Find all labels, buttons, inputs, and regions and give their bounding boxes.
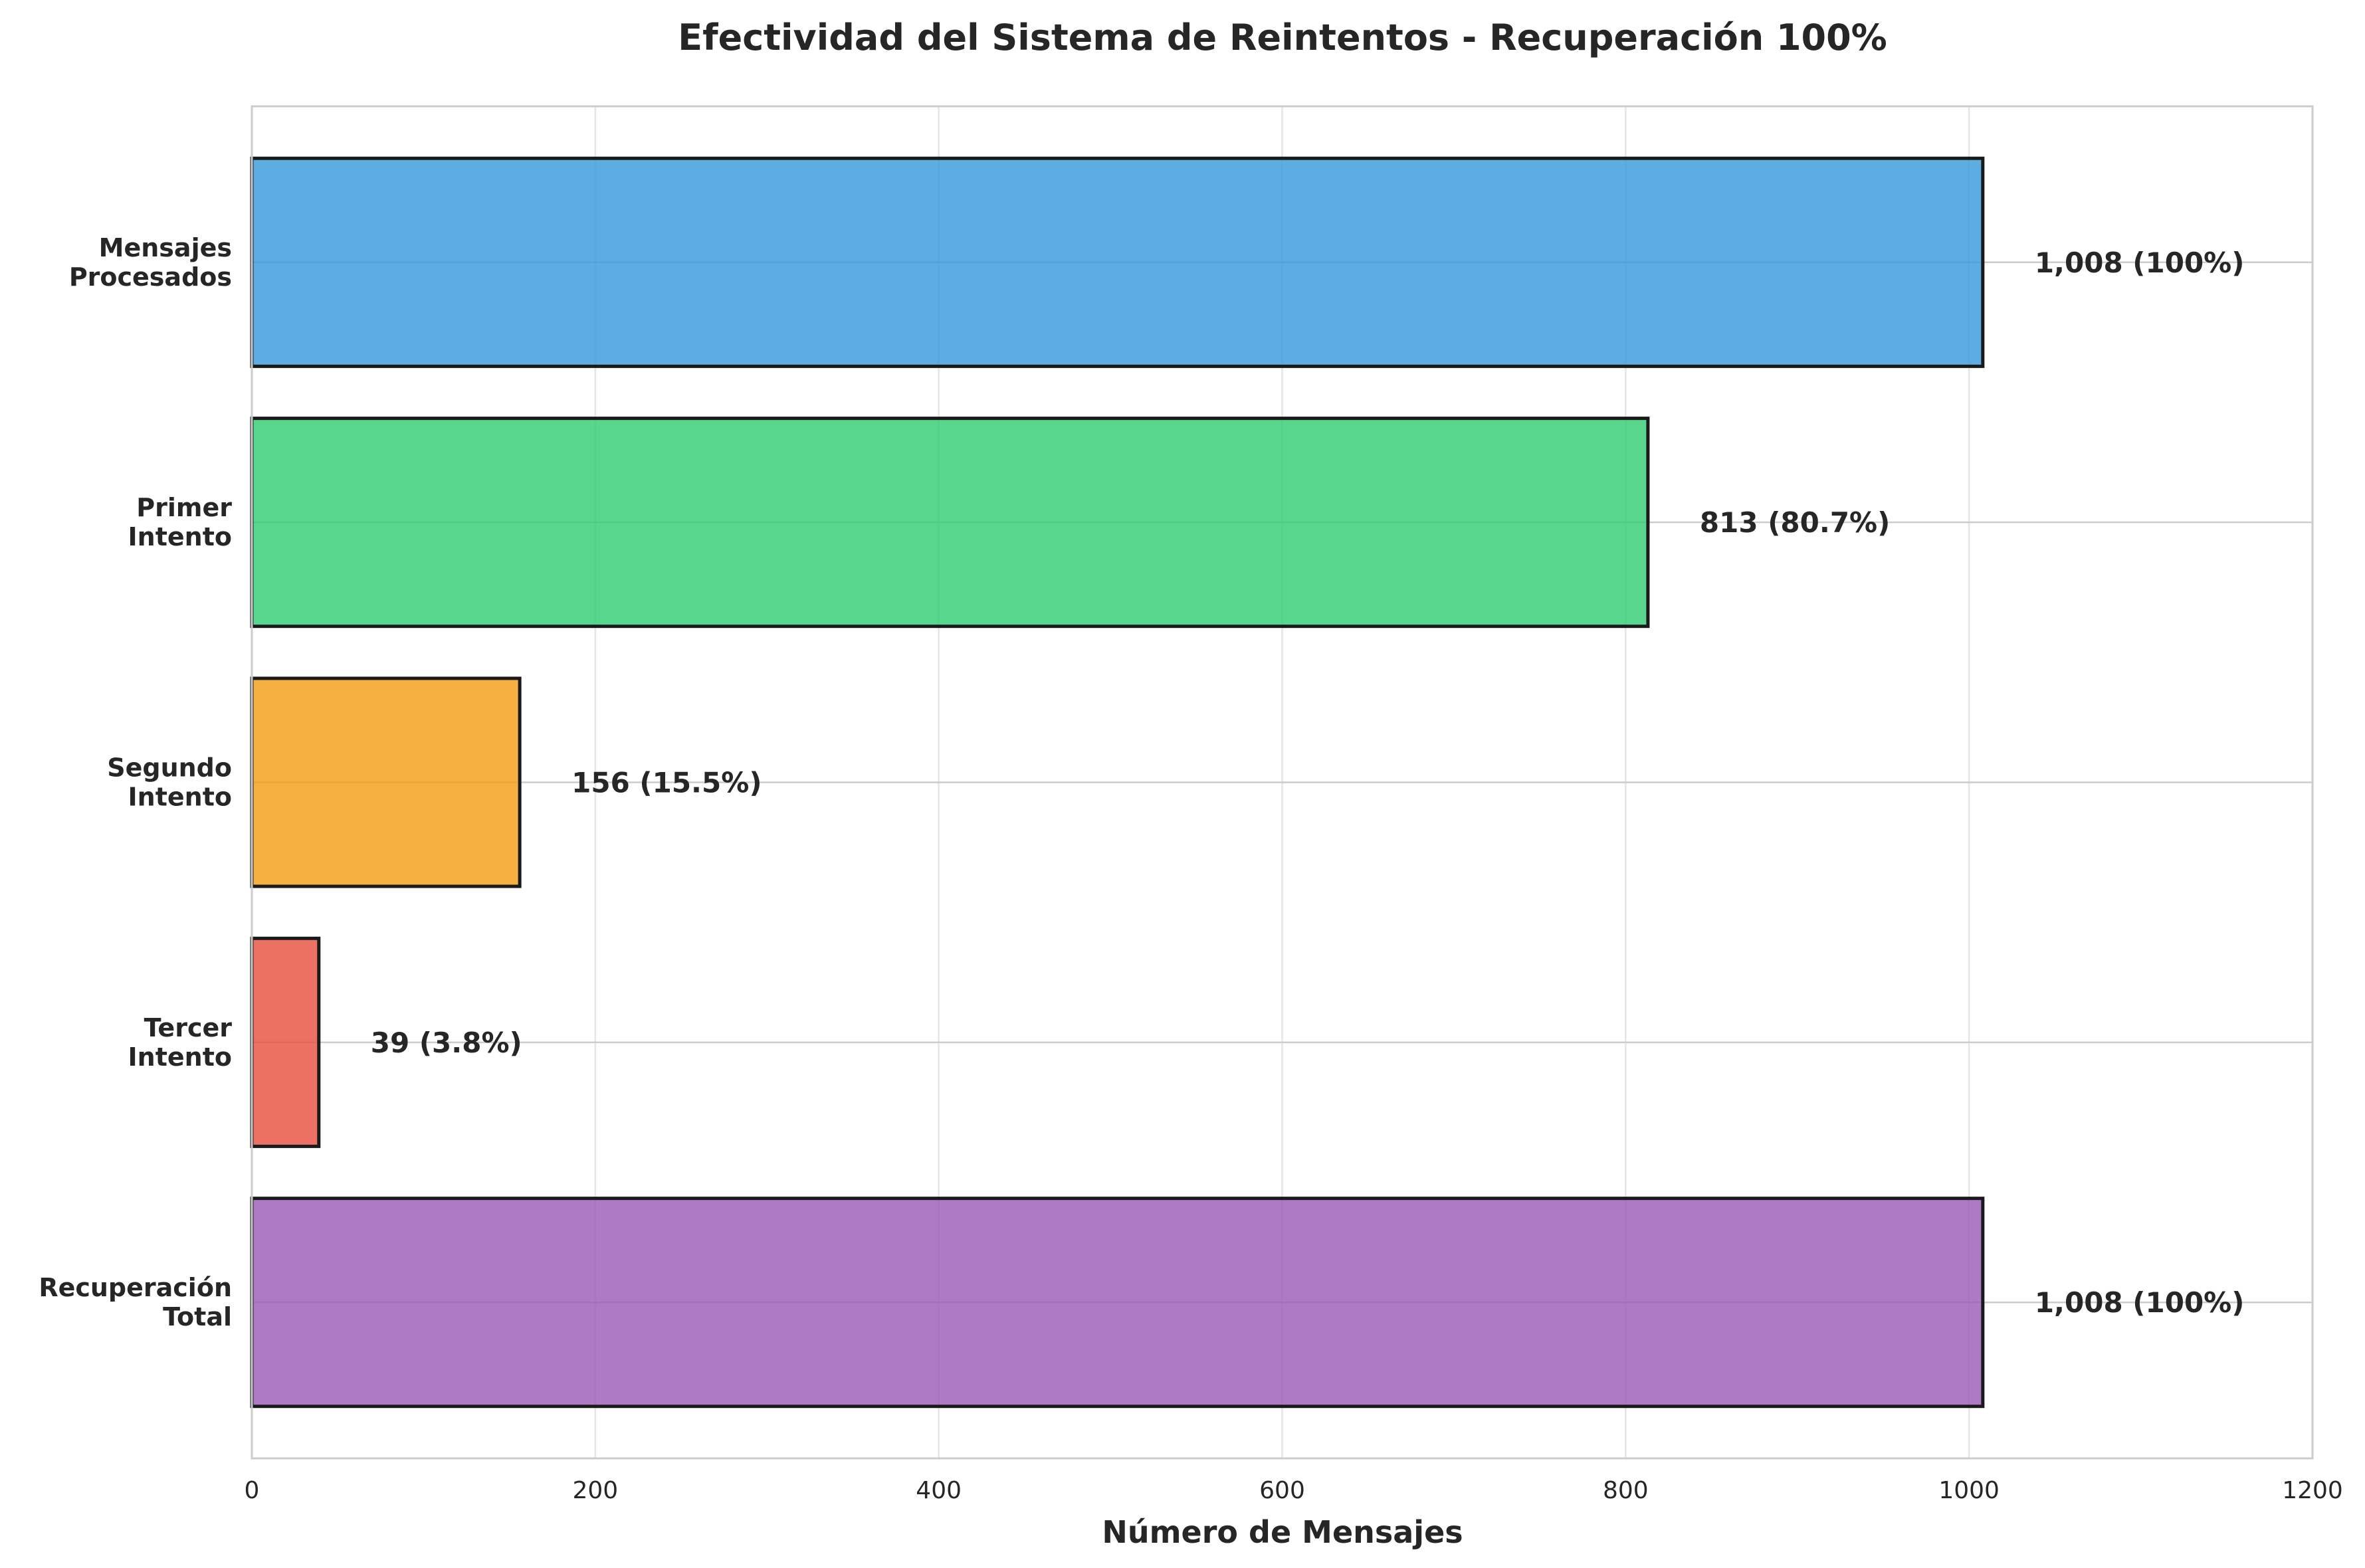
category-label-1-1: Intento <box>128 522 232 551</box>
x-tick-label-2: 400 <box>916 1477 962 1504</box>
x-tick-label-1: 200 <box>572 1477 618 1504</box>
x-axis-label: Número de Mensajes <box>1102 1514 1463 1550</box>
category-label-4-1: Total <box>163 1302 232 1331</box>
x-tick-label-4: 800 <box>1603 1477 1649 1504</box>
data-label-1: 813 (80.7%) <box>1700 506 1890 539</box>
category-label-3-1: Intento <box>128 1042 232 1072</box>
category-label-0-0: Mensajes <box>99 233 232 262</box>
x-tick-label-0: 0 <box>245 1477 260 1504</box>
chart-title: Efectividad del Sistema de Reintentos - … <box>678 17 1887 58</box>
data-label-3: 39 (3.8%) <box>371 1027 522 1059</box>
category-label-3-0: Tercer <box>144 1013 233 1042</box>
bar-4 <box>250 1197 1985 1409</box>
bars <box>250 156 1985 1409</box>
category-label-4-0: Recuperación <box>39 1273 232 1302</box>
y-axis-labels: MensajesProcesadosPrimerIntentoSegundoIn… <box>39 233 232 1331</box>
data-label-2: 156 (15.5%) <box>571 767 762 799</box>
category-label-1-0: Primer <box>136 493 232 522</box>
x-tick-label-5: 1000 <box>1938 1477 2000 1504</box>
category-label-2-0: Segundo <box>107 753 232 783</box>
data-label-4: 1,008 (100%) <box>2035 1286 2245 1319</box>
x-axis-ticks: 0 200 400 600 800 1000 1200 <box>245 1477 2343 1504</box>
data-label-0: 1,008 (100%) <box>2035 246 2245 279</box>
bar-0 <box>250 156 1985 368</box>
data-labels: 1,008 (100%) 813 (80.7%) 156 (15.5%) 39 (3.… <box>371 246 2245 1319</box>
x-tick-label-3: 600 <box>1259 1477 1305 1504</box>
category-label-0-1: Procesados <box>69 262 232 292</box>
bar-2 <box>250 676 522 888</box>
category-label-2-1: Intento <box>128 783 232 812</box>
bar-3 <box>250 936 321 1148</box>
x-tick-label-6: 1200 <box>2282 1477 2343 1504</box>
plot-frame <box>251 105 2314 1460</box>
bar-1 <box>250 417 1650 629</box>
